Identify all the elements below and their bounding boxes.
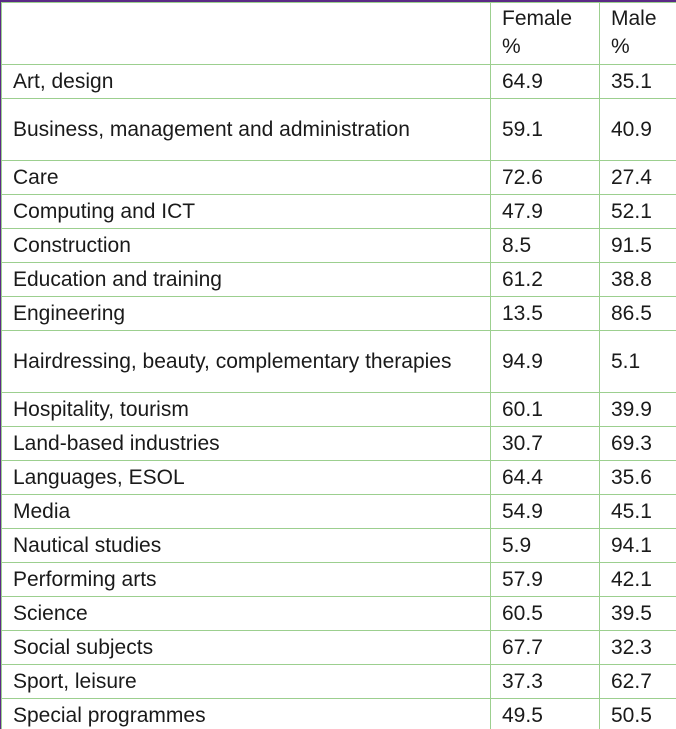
male-percent-cell: 94.1 xyxy=(599,528,676,563)
male-percent-cell: 5.1 xyxy=(599,330,676,393)
subject-cell: Performing arts xyxy=(1,562,491,597)
table-row: Construction 8.5 91.5 xyxy=(1,228,676,263)
subject-cell: Computing and ICT xyxy=(1,194,491,229)
table-row: Languages, ESOL 64.4 35.6 xyxy=(1,460,676,495)
female-percent-cell: 72.6 xyxy=(490,160,600,195)
male-percent-cell: 69.3 xyxy=(599,426,676,461)
subject-cell: Education and training xyxy=(1,262,491,297)
subject-cell: Art, design xyxy=(1,64,491,99)
table-row: Social subjects 67.7 32.3 xyxy=(1,630,676,665)
table-row: Art, design 64.9 35.1 xyxy=(1,64,676,99)
table-body: Art, design 64.9 35.1 Business, management … xyxy=(1,64,676,729)
male-percent-cell: 40.9 xyxy=(599,98,676,161)
table-row: Sport, leisure 37.3 62.7 xyxy=(1,664,676,699)
subject-cell: Hospitality, tourism xyxy=(1,392,491,427)
female-percent-cell: 13.5 xyxy=(490,296,600,331)
subject-cell: Engineering xyxy=(1,296,491,331)
female-percent-cell: 60.1 xyxy=(490,392,600,427)
male-percent-cell: 62.7 xyxy=(599,664,676,699)
female-percent-cell: 47.9 xyxy=(490,194,600,229)
table-row: Science 60.5 39.5 xyxy=(1,596,676,631)
male-percent-cell: 32.3 xyxy=(599,630,676,665)
male-percent-cell: 35.1 xyxy=(599,64,676,99)
female-percent-cell: 67.7 xyxy=(490,630,600,665)
subject-cell: Land-based industries xyxy=(1,426,491,461)
female-percent-cell: 59.1 xyxy=(490,98,600,161)
subject-cell: Hairdressing, beauty, complementary ther… xyxy=(1,330,491,393)
female-percent-cell: 30.7 xyxy=(490,426,600,461)
table-row: Performing arts 57.9 42.1 xyxy=(1,562,676,597)
table-row: Special programmes 49.5 50.5 xyxy=(1,698,676,729)
table-row: Nautical studies 5.9 94.1 xyxy=(1,528,676,563)
male-percent-cell: 27.4 xyxy=(599,160,676,195)
subject-cell: Sport, leisure xyxy=(1,664,491,699)
subject-cell: Special programmes xyxy=(1,698,491,729)
subject-cell: Construction xyxy=(1,228,491,263)
header-female: Female % xyxy=(490,2,600,65)
male-percent-cell: 35.6 xyxy=(599,460,676,495)
male-percent-cell: 42.1 xyxy=(599,562,676,597)
male-percent-cell: 45.1 xyxy=(599,494,676,529)
subject-cell: Social subjects xyxy=(1,630,491,665)
female-percent-cell: 37.3 xyxy=(490,664,600,699)
subject-cell: Media xyxy=(1,494,491,529)
female-percent-cell: 49.5 xyxy=(490,698,600,729)
subject-cell: Business, management and administration xyxy=(1,98,491,161)
male-percent-cell: 38.8 xyxy=(599,262,676,297)
female-percent-cell: 61.2 xyxy=(490,262,600,297)
header-subject xyxy=(1,2,491,65)
table-row: Engineering 13.5 86.5 xyxy=(1,296,676,331)
subject-cell: Care xyxy=(1,160,491,195)
table-row: Media 54.9 45.1 xyxy=(1,494,676,529)
subject-cell: Nautical studies xyxy=(1,528,491,563)
subject-cell: Languages, ESOL xyxy=(1,460,491,495)
female-percent-cell: 8.5 xyxy=(490,228,600,263)
table-row: Education and training 61.2 38.8 xyxy=(1,262,676,297)
female-percent-cell: 54.9 xyxy=(490,494,600,529)
female-percent-cell: 94.9 xyxy=(490,330,600,393)
table-row: Care 72.6 27.4 xyxy=(1,160,676,195)
table-row: Hospitality, tourism 60.1 39.9 xyxy=(1,392,676,427)
table-row: Computing and ICT 47.9 52.1 xyxy=(1,194,676,229)
table-row: Land-based industries 30.7 69.3 xyxy=(1,426,676,461)
table-row: Hairdressing, beauty, complementary ther… xyxy=(1,330,676,393)
subject-cell: Science xyxy=(1,596,491,631)
female-percent-cell: 57.9 xyxy=(490,562,600,597)
header-male: Male % xyxy=(599,2,676,65)
male-percent-cell: 39.5 xyxy=(599,596,676,631)
male-percent-cell: 86.5 xyxy=(599,296,676,331)
table-row: Business, management and administration 5… xyxy=(1,98,676,161)
female-percent-cell: 60.5 xyxy=(490,596,600,631)
male-percent-cell: 91.5 xyxy=(599,228,676,263)
male-percent-cell: 50.5 xyxy=(599,698,676,729)
table-header-row: Female % Male % xyxy=(1,2,676,65)
female-percent-cell: 5.9 xyxy=(490,528,600,563)
male-percent-cell: 39.9 xyxy=(599,392,676,427)
female-percent-cell: 64.4 xyxy=(490,460,600,495)
female-percent-cell: 64.9 xyxy=(490,64,600,99)
male-percent-cell: 52.1 xyxy=(599,194,676,229)
